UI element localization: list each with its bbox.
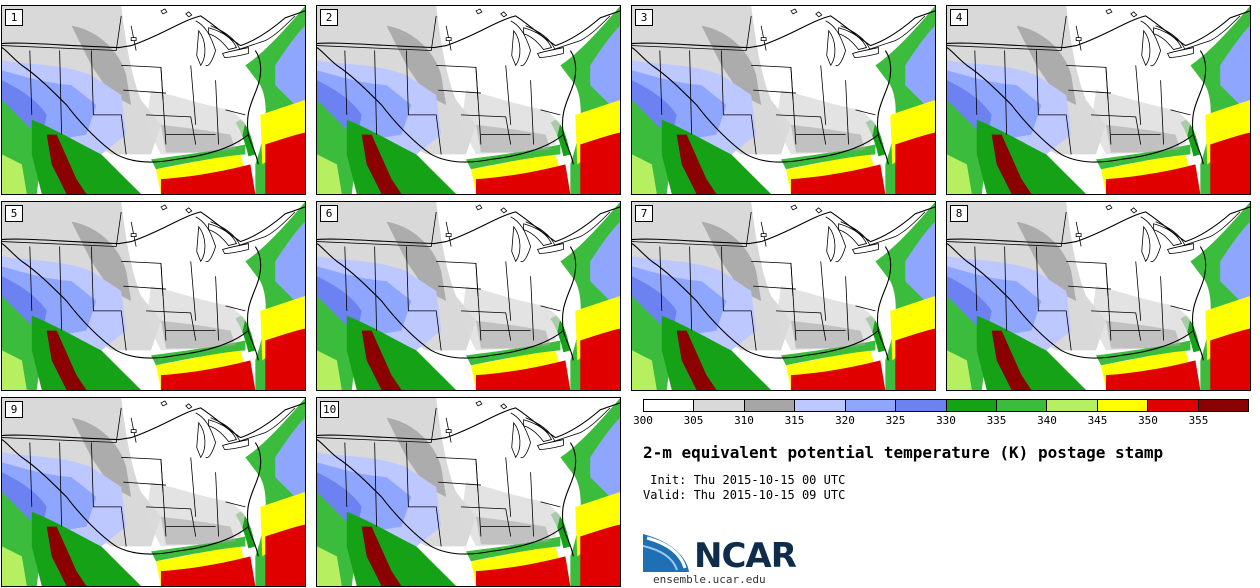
map-of-united-states	[2, 202, 305, 390]
colorbar-segment	[1047, 400, 1098, 411]
colorbar-segment	[795, 400, 846, 411]
member-number-label: 9	[5, 401, 23, 418]
map-of-united-states	[947, 202, 1250, 390]
map-of-united-states	[632, 202, 935, 390]
colorbar-segment	[845, 400, 897, 411]
colorbar-tick-label: 350	[1138, 414, 1158, 427]
colorbar-tick-label: 305	[683, 414, 704, 427]
colorbar-segment	[946, 400, 997, 411]
colorbar-segment	[694, 400, 745, 411]
map-of-united-states	[947, 6, 1250, 194]
map-of-united-states	[632, 6, 935, 194]
map-of-united-states	[317, 6, 620, 194]
colorbar-tick-label: 300	[633, 414, 653, 427]
colorbar-tick-label: 355	[1188, 414, 1209, 427]
ensemble-member-map: 3	[631, 5, 936, 195]
init-time: Init: Thu 2015-10-15 00 UTC	[643, 473, 846, 487]
member-number-label: 1	[5, 9, 23, 26]
colorbar-tick-label: 315	[784, 414, 805, 427]
valid-time: Valid: Thu 2015-10-15 09 UTC	[643, 488, 846, 502]
ncar-logo-icon	[643, 534, 689, 572]
colorbar-segment	[1097, 400, 1149, 411]
colorbar-tick-label: 310	[734, 414, 754, 427]
colorbar-tick-label: 320	[835, 414, 855, 427]
ensemble-member-map: 9	[1, 397, 306, 587]
colorbar-tick-label: 325	[885, 414, 906, 427]
colorbar-segment	[1198, 400, 1249, 411]
ensemble-member-map: 4	[946, 5, 1251, 195]
ensemble-member-map: 10	[316, 397, 621, 587]
website-link[interactable]: ensemble.ucar.edu	[653, 573, 766, 586]
map-of-united-states	[2, 6, 305, 194]
colorbar-tick-label: 335	[986, 414, 1007, 427]
ensemble-member-map: 6	[316, 201, 621, 391]
colorbar-ticks: 300 305 310 315 320 325 330 335 340 345 350 355	[633, 414, 1249, 428]
ensemble-member-map: 2	[316, 5, 621, 195]
logo-text: NCAR	[694, 536, 797, 576]
map-of-united-states	[317, 398, 620, 586]
colorbar-tick-label: 330	[936, 414, 956, 427]
colorbar-segment	[896, 400, 947, 411]
member-number-label: 10	[320, 401, 340, 418]
ensemble-member-map: 8	[946, 201, 1251, 391]
colorbar-segment	[744, 400, 796, 411]
ensemble-member-map: 7	[631, 201, 936, 391]
colorbar	[643, 399, 1249, 412]
member-number-label: 6	[320, 205, 338, 222]
member-number-label: 3	[635, 9, 653, 26]
map-of-united-states	[317, 202, 620, 390]
member-number-label: 8	[950, 205, 968, 222]
colorbar-tick-label: 340	[1037, 414, 1057, 427]
ensemble-member-map: 5	[1, 201, 306, 391]
colorbar-segment	[644, 400, 695, 411]
ensemble-member-map: 1	[1, 5, 306, 195]
colorbar-tick-label: 345	[1087, 414, 1108, 427]
map-of-united-states	[2, 398, 305, 586]
colorbar-segment	[1148, 400, 1199, 411]
member-number-label: 4	[950, 9, 968, 26]
figure-title: 2-m equivalent potential temperature (K)…	[643, 443, 1164, 462]
colorbar-segment	[996, 400, 1048, 411]
member-number-label: 5	[5, 205, 23, 222]
member-number-label: 7	[635, 205, 653, 222]
member-number-label: 2	[320, 9, 338, 26]
